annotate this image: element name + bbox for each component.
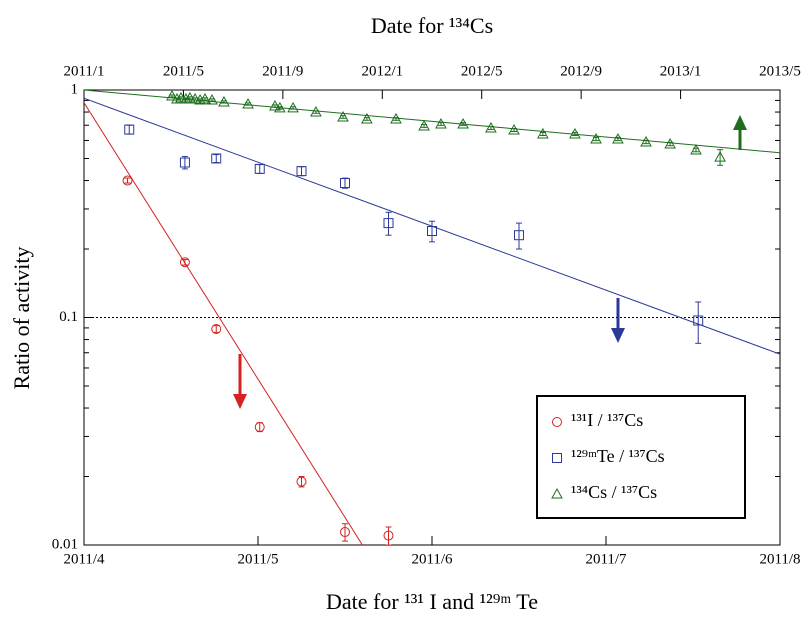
y-tick-label: 1: [71, 81, 79, 97]
series: [84, 97, 780, 355]
point: [390, 112, 402, 124]
top-axis-title: Date for ¹³⁴Cs: [371, 13, 493, 38]
top-tick-label: 2011/1: [63, 63, 104, 79]
point: [122, 175, 133, 186]
arrows: [233, 115, 747, 409]
legend-box: [536, 395, 746, 519]
x-tick-label: 2011/4: [63, 551, 105, 567]
point: [179, 257, 190, 268]
point: [640, 135, 652, 147]
point: [514, 230, 524, 241]
point: [211, 153, 222, 164]
point: [612, 132, 624, 144]
point: [590, 132, 602, 144]
legend-label: ¹³⁴Cs / ¹³⁷Cs: [571, 482, 657, 502]
series: [84, 102, 394, 545]
point: [199, 92, 211, 104]
point: [287, 101, 299, 113]
legend-marker: [552, 417, 562, 427]
point: [508, 123, 520, 135]
top-tick-label: 2012/5: [461, 63, 503, 79]
legend-marker: [552, 453, 562, 463]
legend-marker: [551, 487, 563, 499]
point: [361, 112, 373, 124]
point: [340, 178, 350, 189]
point: [690, 143, 702, 155]
top-tick-label: 2011/5: [163, 63, 204, 79]
legend-label: ¹³¹I / ¹³⁷Cs: [571, 410, 643, 430]
series: [84, 90, 780, 166]
point: [537, 127, 549, 139]
x-tick-label: 2011/8: [759, 551, 800, 567]
arrow-head: [233, 394, 247, 409]
point: [485, 121, 497, 133]
arrow-head: [733, 115, 747, 130]
y-axis-title: Ratio of activity: [9, 247, 34, 390]
point: [337, 110, 349, 122]
point: [427, 226, 437, 237]
point: [296, 166, 307, 177]
point: [418, 119, 430, 131]
top-tick-label: 2013/1: [660, 63, 702, 79]
legend-label: ¹²⁹ᵐTe / ¹³⁷Cs: [571, 446, 665, 466]
x-tick-label: 2011/5: [237, 551, 278, 567]
y-tick-label: 0.01: [52, 536, 78, 552]
point: [124, 124, 135, 135]
top-tick-label: 2012/1: [361, 63, 403, 79]
y-tick-label: 0.1: [59, 309, 78, 325]
point: [693, 315, 704, 326]
point: [296, 476, 307, 487]
point: [383, 530, 394, 541]
plot-frame: [83, 89, 781, 546]
point: [310, 106, 322, 117]
point: [206, 93, 218, 105]
point: [435, 117, 447, 129]
point: [242, 97, 254, 109]
x-tick-label: 2011/7: [585, 551, 627, 567]
point: [383, 218, 394, 229]
point: [254, 163, 265, 174]
point: [211, 324, 222, 335]
top-tick-label: 2011/9: [262, 63, 303, 79]
top-tick-label: 2012/9: [560, 63, 602, 79]
point: [274, 101, 286, 113]
point: [340, 527, 350, 538]
arrow-head: [611, 328, 625, 343]
top-tick-label: 2013/5: [759, 63, 801, 79]
fit-line: [84, 102, 363, 545]
point: [457, 117, 469, 129]
point: [254, 422, 265, 433]
point: [664, 137, 676, 149]
x-tick-label: 2011/6: [411, 551, 453, 567]
point: [194, 93, 206, 105]
point: [179, 157, 190, 168]
point: [569, 127, 581, 139]
point: [269, 100, 281, 111]
point: [166, 90, 178, 101]
x-axis-title: Date for ¹³¹ I and ¹²⁹ᵐ Te: [326, 589, 538, 614]
point: [218, 95, 230, 107]
point: [714, 151, 726, 162]
